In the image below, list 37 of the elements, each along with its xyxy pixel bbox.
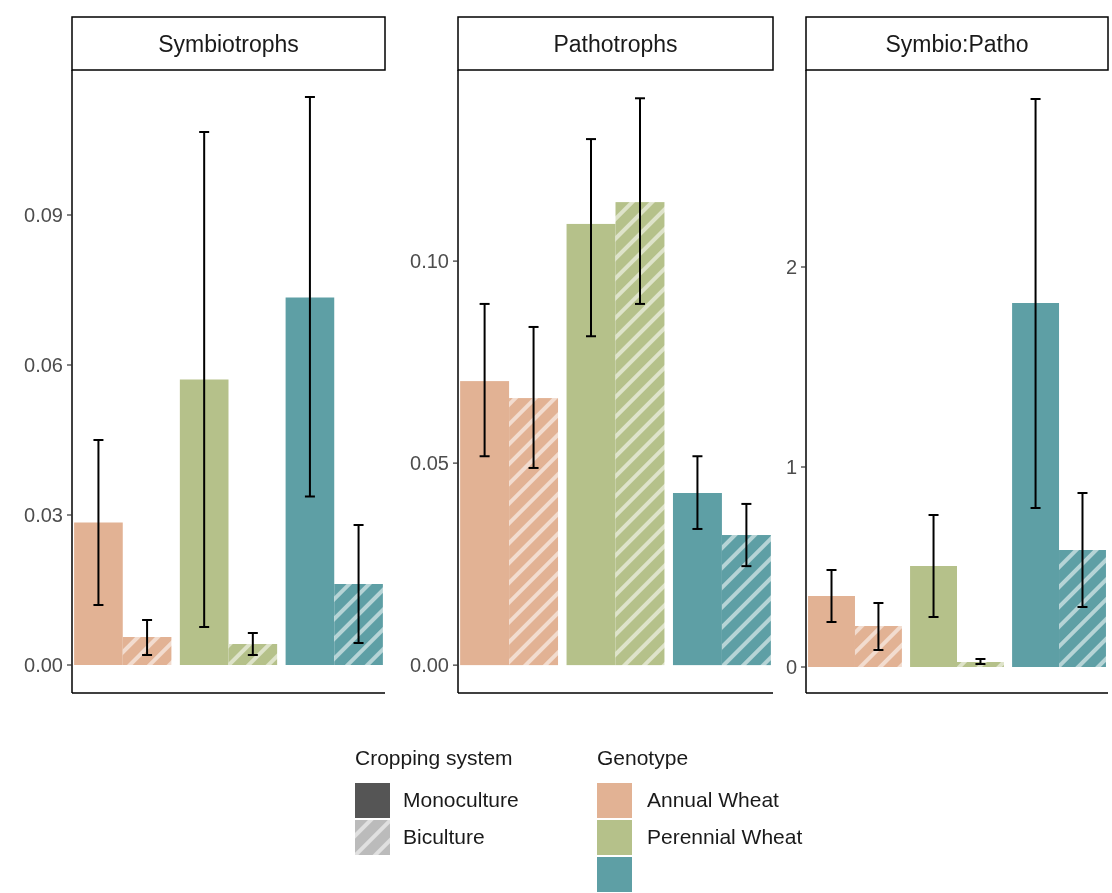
bar — [721, 535, 771, 666]
bar — [179, 379, 229, 665]
y-tick-label: 0.05 — [410, 452, 449, 475]
bar — [957, 662, 1004, 667]
text: Monoculture — [403, 788, 519, 812]
y-tick-label: 0.09 — [24, 204, 63, 226]
y-tick-label: 0.10 — [410, 250, 449, 273]
bar — [808, 596, 855, 667]
text: Annual Wheat — [647, 788, 780, 812]
legend-title: Cropping system — [355, 746, 513, 770]
chart-title: Symbiotrophs — [158, 31, 299, 57]
bar — [74, 522, 123, 665]
bar — [854, 626, 902, 667]
bar — [615, 202, 665, 666]
bar — [672, 493, 722, 666]
y-tick-label: 0.00 — [24, 654, 63, 676]
bar — [1059, 550, 1106, 667]
y-tick-label: 0.03 — [24, 504, 63, 526]
y-tick-label: 2 — [785, 256, 797, 278]
bar — [509, 398, 559, 666]
text: Perennial Wheat — [647, 825, 803, 849]
text: Biculture — [403, 825, 485, 849]
bar — [1012, 303, 1060, 667]
bar — [285, 297, 335, 665]
y-tick-label: 0 — [785, 656, 797, 678]
y-tick-label: 0.00 — [410, 654, 449, 677]
y-tick-label: 1 — [785, 456, 797, 478]
bar — [910, 566, 957, 667]
bar — [228, 644, 278, 665]
bar — [566, 223, 616, 666]
bar — [122, 637, 172, 665]
y-tick-label: 0.06 — [24, 354, 63, 376]
text: Genotype — [597, 746, 689, 770]
bar — [460, 381, 510, 666]
chart-title: Symbio:Patho — [885, 31, 1029, 57]
bar — [334, 584, 383, 665]
chart-title: Pathotrophs — [553, 31, 678, 57]
